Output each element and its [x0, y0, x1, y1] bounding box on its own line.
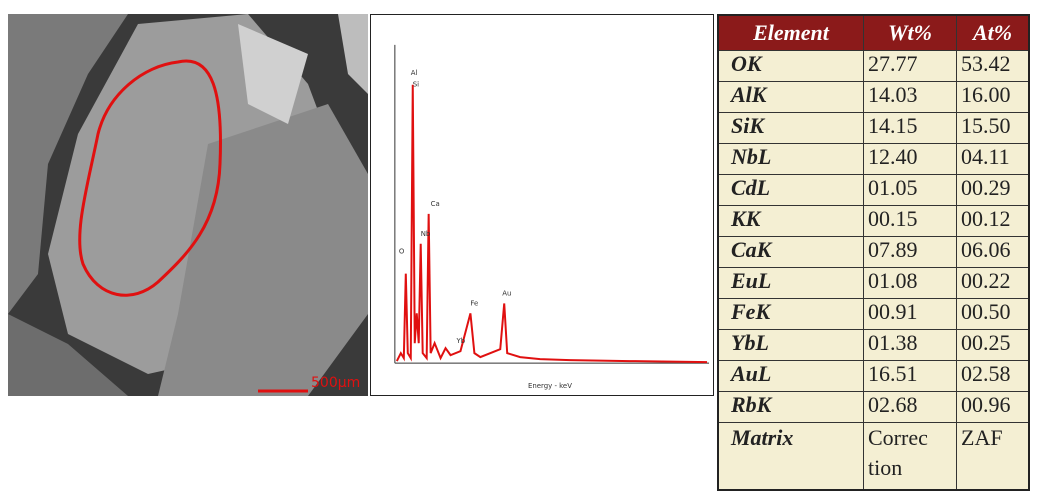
table-cell: ZAF: [956, 422, 1030, 491]
table-cell: OK: [717, 50, 864, 82]
table-cell: YbL: [717, 329, 864, 361]
table-cell: 02.58: [956, 360, 1030, 392]
peak-label: O: [399, 248, 405, 256]
table-row: Element Wt% At%: [717, 14, 1030, 51]
table-cell: 01.38: [863, 329, 957, 361]
table-row: FeK 00.91 00.50: [717, 298, 1030, 330]
sem-image: 500µm: [8, 14, 368, 396]
table-row: CaK 07.89 06.06: [717, 236, 1030, 268]
table-cell: 00.50: [956, 298, 1030, 330]
peak-label: Fe: [470, 299, 478, 307]
peak-label: Au: [502, 289, 511, 297]
peak-label: Yb: [456, 337, 466, 345]
table-cell: 00.22: [956, 267, 1030, 299]
scale-bar: 500µm: [311, 375, 360, 391]
table-cell: Matrix: [717, 422, 864, 491]
table-row: Matrix Correc tion ZAF: [717, 422, 1030, 491]
table-cell: SiK: [717, 112, 864, 144]
table-cell: 00.91: [863, 298, 957, 330]
x-axis-label: Energy - keV: [528, 382, 572, 390]
table-row: SiK 14.15 15.50: [717, 112, 1030, 144]
table-row: AuL 16.51 02.58: [717, 360, 1030, 392]
table-cell: AlK: [717, 81, 864, 113]
peak-label: Ca: [431, 200, 440, 208]
table-row: CdL 01.05 00.29: [717, 174, 1030, 206]
table-cell: Correc tion: [863, 422, 957, 491]
table-cell: 02.68: [863, 391, 957, 423]
table-cell: 15.50: [956, 112, 1030, 144]
peak-label: Si: [413, 81, 419, 89]
table-cell: 14.03: [863, 81, 957, 113]
table-cell: KK: [717, 205, 864, 237]
table-cell: At%: [956, 14, 1030, 51]
table-row: OK 27.77 53.42: [717, 50, 1030, 82]
table-cell: 14.15: [863, 112, 957, 144]
table-cell: 53.42: [956, 50, 1030, 82]
table-cell: 00.15: [863, 205, 957, 237]
table-cell: 06.06: [956, 236, 1030, 268]
peak-label: Al: [411, 69, 418, 77]
table-cell: EuL: [717, 267, 864, 299]
table-row: KK 00.15 00.12: [717, 205, 1030, 237]
table-cell: Element: [717, 14, 864, 51]
table-row: EuL 01.08 00.22: [717, 267, 1030, 299]
table-cell: CdL: [717, 174, 864, 206]
table-cell: FeK: [717, 298, 864, 330]
table-cell: NbL: [717, 143, 864, 175]
table-cell: 00.96: [956, 391, 1030, 423]
table-cell: 16.00: [956, 81, 1030, 113]
table-cell: 00.12: [956, 205, 1030, 237]
table-cell: AuL: [717, 360, 864, 392]
table-row: YbL 01.38 00.25: [717, 329, 1030, 361]
table-cell: CaK: [717, 236, 864, 268]
table-row: NbL 12.40 04.11: [717, 143, 1030, 175]
table-cell: 12.40: [863, 143, 957, 175]
table-cell: Wt%: [863, 14, 957, 51]
table-row: AlK 14.03 16.00: [717, 81, 1030, 113]
table-cell: 04.11: [956, 143, 1030, 175]
table-cell: 07.89: [863, 236, 957, 268]
table-cell: 00.29: [956, 174, 1030, 206]
table-row: RbK 02.68 00.96: [717, 391, 1030, 423]
table-cell: 16.51: [863, 360, 957, 392]
spectrum: Energy - keV O Al Si Nb Ca Fe Au Yb: [370, 14, 714, 396]
composition-table: Element Wt% At% OK 27.77 53.42 AlK 14.03 16.00 Si…: [717, 14, 1030, 491]
table-cell: RbK: [717, 391, 864, 423]
table-cell: 01.08: [863, 267, 957, 299]
table-cell: 01.05: [863, 174, 957, 206]
peak-label: Nb: [421, 230, 431, 238]
table-cell: 00.25: [956, 329, 1030, 361]
table-cell: 27.77: [863, 50, 957, 82]
